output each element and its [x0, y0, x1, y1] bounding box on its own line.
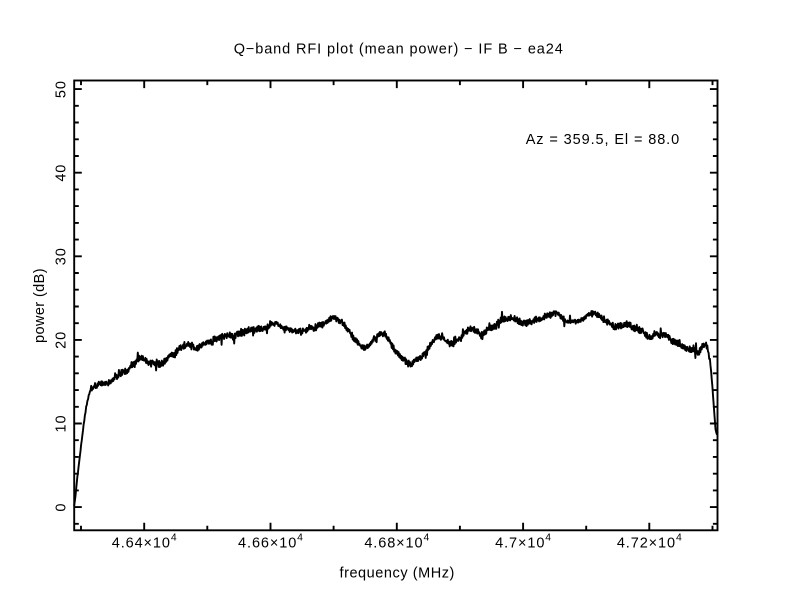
- svg-text:Az = 359.5, El = 88.0: Az = 359.5, El = 88.0: [526, 132, 680, 148]
- svg-text:frequency (MHz): frequency (MHz): [339, 566, 454, 582]
- svg-text:20: 20: [54, 331, 70, 349]
- svg-text:power (dB): power (dB): [32, 268, 48, 343]
- svg-text:50: 50: [54, 80, 70, 98]
- svg-text:4.68×104: 4.68×104: [364, 533, 429, 552]
- svg-text:4.7×104: 4.7×104: [495, 533, 551, 552]
- svg-text:Q−band RFI plot (mean power) −: Q−band RFI plot (mean power) − IF B − ea…: [234, 42, 564, 58]
- svg-text:4.72×104: 4.72×104: [617, 533, 682, 552]
- svg-text:40: 40: [54, 164, 70, 182]
- svg-text:0: 0: [54, 503, 70, 512]
- svg-text:4.64×104: 4.64×104: [112, 533, 177, 552]
- svg-text:4.66×104: 4.66×104: [238, 533, 303, 552]
- svg-text:10: 10: [54, 415, 70, 433]
- svg-text:30: 30: [54, 247, 70, 265]
